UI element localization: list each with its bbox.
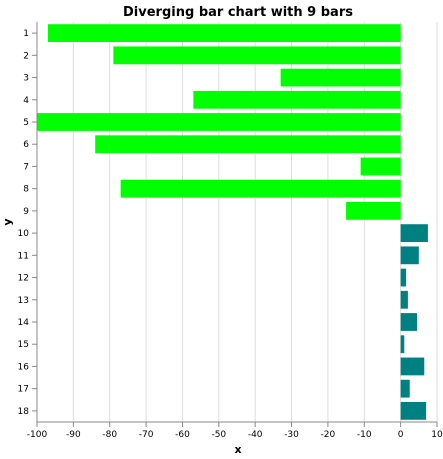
bar [400, 246, 419, 265]
y-axis-title: y [1, 218, 14, 225]
x-tick-label: 10 [431, 430, 443, 440]
bar [400, 402, 427, 420]
bar [400, 268, 407, 287]
bar [346, 202, 401, 220]
bar [37, 113, 401, 131]
x-tick-label: -80 [102, 430, 117, 440]
y-tick-label: 10 [18, 229, 30, 239]
bar [360, 157, 401, 176]
bar [400, 379, 410, 398]
y-tick-label: 7 [23, 162, 29, 172]
x-tick-label: -100 [27, 430, 48, 440]
bar [193, 90, 401, 109]
y-tick-label: 18 [18, 407, 30, 417]
y-tick-label: 8 [23, 185, 29, 195]
y-tick-label: 4 [23, 96, 29, 106]
bar [400, 290, 408, 309]
bar [400, 224, 428, 242]
x-tick-label: -20 [321, 430, 336, 440]
y-tick-label: 14 [18, 318, 30, 328]
bar [47, 24, 401, 42]
x-tick-label: -30 [284, 430, 299, 440]
bar [400, 335, 405, 354]
x-tick-label: -90 [66, 430, 81, 440]
bar [120, 179, 401, 198]
y-tick-label: 13 [18, 296, 29, 306]
x-tick-label: -50 [211, 430, 226, 440]
x-tick-label: -60 [175, 430, 190, 440]
x-tick-label: -10 [357, 430, 372, 440]
y-tick-label: 2 [23, 51, 29, 61]
grid [36, 22, 438, 422]
y-tick-label: 15 [18, 340, 29, 350]
bar [95, 135, 401, 154]
x-tick-label: -40 [248, 430, 263, 440]
y-tick-label: 3 [23, 74, 29, 84]
bars [37, 24, 428, 420]
y-tick-label: 17 [18, 385, 29, 395]
bar [280, 68, 401, 87]
y-tick-label: 11 [18, 251, 29, 261]
chart-title: Diverging bar chart with 9 bars [123, 5, 353, 20]
x-tick-label: 0 [398, 430, 404, 440]
x-axis: -100 -90 -80 -70 -60 -50 -40 -30 -20 -10 0 10 [27, 421, 443, 440]
bar [113, 46, 401, 65]
y-tick-label: 16 [18, 362, 30, 372]
x-axis-title: x [234, 443, 241, 456]
y-tick-label: 12 [18, 274, 29, 284]
y-tick-label: 1 [23, 29, 29, 39]
x-tick-label: -70 [139, 430, 154, 440]
bar [400, 313, 417, 331]
y-tick-label: 9 [23, 207, 29, 217]
y-tick-label: 6 [23, 140, 29, 150]
y-tick-label: 5 [23, 118, 29, 128]
bar [400, 357, 425, 376]
